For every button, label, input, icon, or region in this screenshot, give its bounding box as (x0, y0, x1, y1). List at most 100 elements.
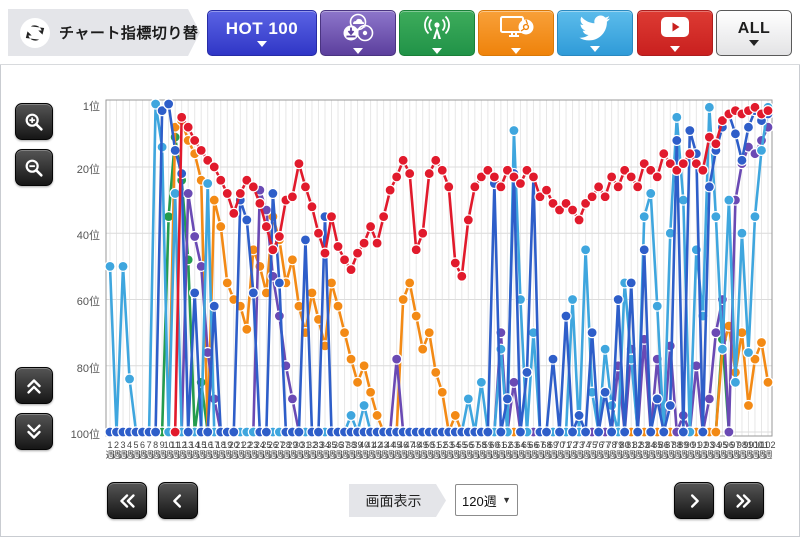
page-first-button[interactable] (107, 482, 147, 519)
x-tick-label: 95 週 (717, 440, 728, 460)
x-tick-label: 35 週 (326, 440, 337, 460)
metric-button-lookup[interactable] (478, 10, 554, 56)
x-tick-label: 33 週 (313, 440, 324, 460)
x-tick-label: 58 週 (476, 440, 487, 460)
x-tick-label: 91 週 (691, 440, 702, 460)
x-tick-label: 73 週 (574, 440, 585, 460)
page-next-button[interactable] (674, 482, 714, 519)
chevron-left-icon (173, 493, 182, 508)
metric-button-sales[interactable]: ♪ (320, 10, 396, 56)
metric-button-twitter[interactable] (557, 10, 633, 56)
x-tick-label: 70 週 (554, 440, 565, 460)
metric-button-hot100[interactable]: HOT 100 (207, 10, 317, 56)
x-tick-label: 20 週 (228, 440, 239, 460)
switch-icon (20, 18, 50, 48)
x-tick-label: 81 週 (626, 440, 637, 460)
x-tick-label: 65 週 (521, 440, 532, 460)
x-tick-label: 36 週 (333, 440, 344, 460)
x-tick-label: 89 週 (678, 440, 689, 460)
x-tick-label: 45 週 (391, 440, 402, 460)
x-tick-label: 68 週 (541, 440, 552, 460)
x-tick-label: 97 週 (730, 440, 741, 460)
x-tick-label: 11 週 (170, 440, 180, 460)
youtube-play-icon (658, 15, 692, 44)
svg-text:♪: ♪ (364, 24, 367, 30)
pc-disc-icon (497, 13, 535, 46)
x-tick-label: 38 週 (346, 440, 357, 460)
x-tick-label: 87 週 (665, 440, 676, 460)
zoom-out-button[interactable] (15, 149, 53, 186)
x-tick-label: 86 週 (658, 440, 669, 460)
x-tick-label: 60 週 (489, 440, 500, 460)
chevron-down-icon (432, 47, 442, 54)
x-tick-label: 46 週 (398, 440, 409, 460)
display-label-ribbon: 画面表示 (349, 484, 446, 517)
x-tick-label: 96 週 (723, 440, 734, 460)
metric-button-all[interactable]: ALL (716, 10, 792, 56)
chart-switch-label: チャート指標切り替え (59, 25, 214, 42)
x-tick-label: 59 週 (482, 440, 493, 460)
metric-button-airplay[interactable] (399, 10, 475, 56)
zoom-in-button[interactable] (15, 103, 53, 140)
chevron-down-icon (257, 41, 267, 47)
x-tick-label: 42 週 (372, 440, 383, 460)
x-tick-label: 83 週 (639, 440, 650, 460)
x-tick-label: 24 週 (254, 440, 265, 460)
double-chevron-right-icon (736, 493, 751, 508)
double-chevron-left-icon (120, 493, 135, 508)
y-tick-label: 20位 (76, 163, 100, 176)
x-tick-label: 31 週 (300, 440, 311, 460)
chevron-down-icon (353, 47, 363, 54)
scroll-up-button[interactable] (15, 367, 53, 404)
x-tick-label: 63 週 (508, 440, 519, 460)
x-tick-label: 94 週 (710, 440, 721, 460)
x-tick-label: 84 週 (645, 440, 656, 460)
x-tick-label: 37 週 (339, 440, 350, 460)
x-tick-label: 50 週 (424, 440, 435, 460)
x-tick-label: 67 週 (534, 440, 545, 460)
y-tick-label: 60位 (76, 296, 100, 309)
x-tick-label: 30 週 (293, 440, 304, 460)
x-tick-label: 13 週 (183, 440, 194, 460)
y-tick-label: 100位 (70, 429, 100, 441)
x-tick-label: 74 週 (580, 440, 591, 460)
metric-button-youtube[interactable] (637, 10, 713, 56)
page-last-button[interactable] (724, 482, 764, 519)
x-tick-label: 55 週 (456, 440, 467, 460)
x-tick-label: 16 週 (202, 440, 213, 460)
x-tick-label: 80 週 (619, 440, 630, 460)
display-range-select[interactable]: 120週 ▼ (455, 484, 518, 516)
select-arrow-icon: ▼ (502, 495, 511, 505)
chevron-right-icon (690, 493, 699, 508)
x-tick-label: 39 週 (352, 440, 363, 460)
x-tick-label: 43 週 (378, 440, 389, 460)
zoom-in-icon (25, 113, 43, 131)
page-prev-button[interactable] (158, 482, 198, 519)
x-tick-label: 66 週 (528, 440, 539, 460)
x-tick-label: 102 週 (760, 440, 776, 460)
x-tick-label: 78 週 (606, 440, 617, 460)
x-tick-label: 93 週 (704, 440, 715, 460)
x-tick-label: 14 週 (189, 440, 200, 460)
x-tick-label: 71 週 (561, 440, 572, 460)
x-tick-label: 54 週 (450, 440, 461, 460)
header-bar: チャート指標切り替え HOT 100 ♪ (0, 0, 800, 65)
double-chevron-down-icon (27, 423, 41, 439)
x-tick-label: 40 週 (359, 440, 370, 460)
x-tick-label: 61 週 (495, 440, 506, 460)
x-tick-label: 100 週 (747, 440, 763, 460)
x-tick-label: 22 週 (241, 440, 252, 460)
scroll-down-button[interactable] (15, 413, 53, 450)
x-tick-label: 51 週 (430, 440, 441, 460)
x-tick-label: 56 週 (463, 440, 474, 460)
x-tick-label: 72 週 (567, 440, 578, 460)
x-tick-label: 53 週 (443, 440, 454, 460)
x-tick-label: 19 週 (222, 440, 233, 460)
x-tick-label: 69 週 (547, 440, 558, 460)
x-tick-label: 17 週 (209, 440, 220, 460)
